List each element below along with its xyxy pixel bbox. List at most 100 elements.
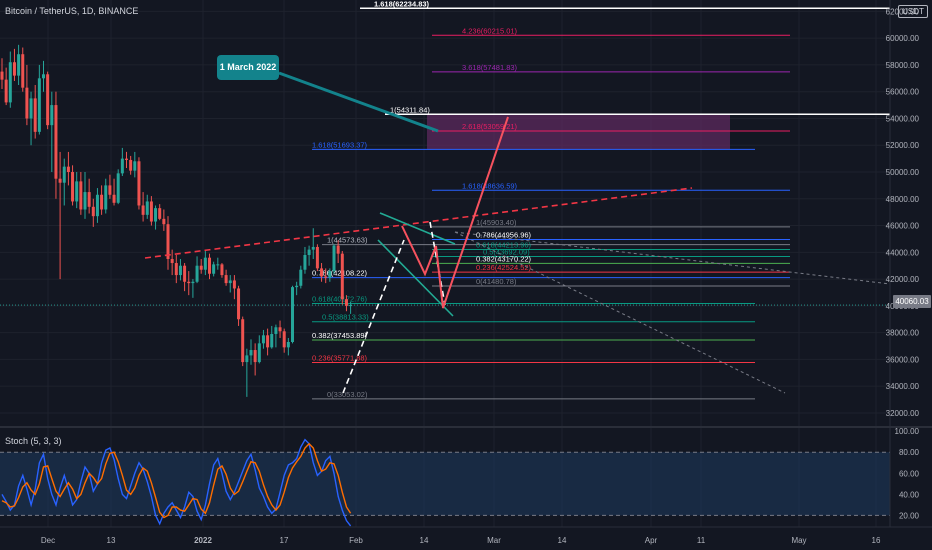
stoch-band [0,452,890,516]
fib-level-label: 0.236(42524.52) [476,263,532,272]
candle-body [220,264,224,276]
candle-body [129,159,133,171]
candle-body [183,265,187,282]
fib-level-label: 0.236(35771.88) [312,353,368,362]
candle-body [349,305,353,307]
candle-body [224,275,228,284]
drawing-tools [144,71,891,394]
candle-body [232,280,236,289]
candle-body [249,350,253,356]
fib-level-label: 0.5(43692.09) [483,247,530,256]
candle-body [228,280,232,284]
candle-body [291,287,294,343]
fib-level-label: 0.618(40172.76) [312,295,368,304]
price-tick: 46000.00 [886,222,920,231]
fib-level-label: 4.236(60215.01) [462,26,518,35]
candle-body [33,98,37,132]
candle-body [154,208,158,222]
price-tick: 58000.00 [886,61,920,70]
stoch-tick: 100.00 [895,427,920,436]
fib-level-label: 0.5(38813.33) [322,313,369,322]
candle-body [162,218,166,225]
candle-body [50,105,54,126]
candle-body [203,257,207,270]
candle-body [91,206,95,217]
candle-body [340,253,344,300]
candle-body [253,350,257,363]
time-tick: 2022 [194,536,212,545]
dotted-projection-line [454,231,786,394]
candle-body [100,194,104,210]
price-tick: 60000.00 [886,34,920,43]
candle-body [344,299,348,306]
time-tick: Mar [487,536,501,545]
price-tick: 62000.00 [886,7,920,16]
candle-body [332,245,336,272]
stoch-tick: 60.00 [899,469,920,478]
candle-body [195,265,199,282]
stoch-tick: 20.00 [899,511,920,520]
candle-body [21,54,25,88]
candle-body [315,246,319,269]
fib-level-label: 0.618(44213.96) [476,240,532,249]
candle-body [174,263,178,276]
candle-body [320,268,324,277]
stoch-tick: 80.00 [899,448,920,457]
candle-body [79,181,83,210]
candle-body [158,208,162,219]
candle-body [261,335,265,344]
stoch-indicator-label[interactable]: Stoch (5, 3, 3) [5,436,62,446]
date-callout: 1 March 2022 [217,55,279,80]
price-tick: 42000.00 [886,275,920,284]
candle-body [282,331,286,348]
candle-body [71,172,75,202]
price-tick: 36000.00 [886,355,920,364]
price-tick: 34000.00 [886,382,920,391]
price-tick: 32000.00 [886,409,920,418]
price-tick: 56000.00 [886,88,920,97]
time-tick: Dec [41,536,55,545]
candle-body [12,62,16,76]
candle-body [274,327,278,334]
candle-body [0,71,4,80]
candle-body [191,281,195,284]
candle-body [137,161,141,206]
candle-body [108,185,112,195]
price-tick: 38000.00 [886,329,920,338]
fib-level-label: 0(33053.02) [327,390,368,399]
candle-body [149,201,153,222]
time-tick: 14 [558,536,567,545]
stoch-tick: 40.00 [899,490,920,499]
candle-body [278,327,282,332]
flag-lower-line [377,239,454,317]
fib-level-label: 1.618(48636.59) [462,181,518,190]
time-tick: 11 [697,536,706,545]
candle-body [4,79,8,103]
fib-level-label: 0.382(37453.89) [312,331,368,340]
candle-body [29,98,33,119]
currency-badge[interactable]: USDT [898,5,928,18]
candle-body [95,194,99,217]
candle-body [266,335,270,348]
candle-body [257,343,261,363]
candle-body [104,185,108,210]
candle-body [336,245,340,254]
candle-body [133,161,137,171]
candle-body [212,264,216,274]
candle-body [216,264,220,266]
price-tick: 44000.00 [886,248,920,257]
fib-level-label: 1.618(51693.37) [312,140,368,149]
price-tick: 48000.00 [886,195,920,204]
candle-body [295,285,299,288]
candle-body [25,87,29,119]
projected-path [401,116,509,309]
candle-body [17,54,21,76]
candle-body [87,192,91,207]
time-tick: Apr [645,536,658,545]
candle-body [125,158,128,160]
callout-pointer [278,71,439,133]
candle-body [299,269,303,286]
candle-body [328,271,332,278]
resistance-trendline [144,187,693,259]
